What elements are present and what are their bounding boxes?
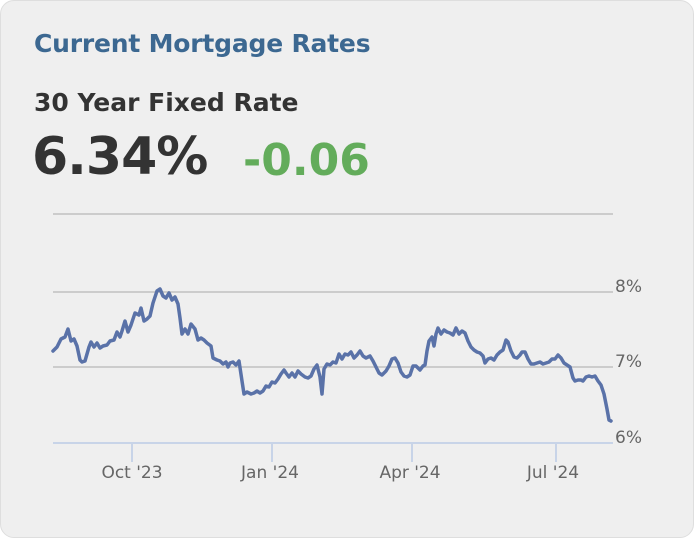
x-tick-label: Oct '23 xyxy=(101,463,162,483)
current-rate-value: 6.34% xyxy=(32,127,208,187)
y-axis-labels: 6% 7% 8% xyxy=(615,277,642,448)
card-title: Current Mortgage Rates xyxy=(34,29,371,58)
x-tick-label: Apr '24 xyxy=(379,463,440,483)
x-axis-ticks xyxy=(131,443,557,462)
x-axis-labels: Oct '23 Jan '24 Apr '24 Jul '24 xyxy=(101,463,579,483)
x-tick-label: Jul '24 xyxy=(526,463,579,483)
rate-line xyxy=(51,287,613,423)
y-tick-label: 7% xyxy=(615,352,642,372)
grid-lines xyxy=(53,213,613,444)
y-tick-label: 8% xyxy=(615,277,642,297)
rate-type-label: 30 Year Fixed Rate xyxy=(34,88,299,117)
rate-change-value: -0.06 xyxy=(243,135,370,186)
x-tick-label: Jan '24 xyxy=(240,463,299,483)
y-tick-label: 6% xyxy=(615,428,642,448)
